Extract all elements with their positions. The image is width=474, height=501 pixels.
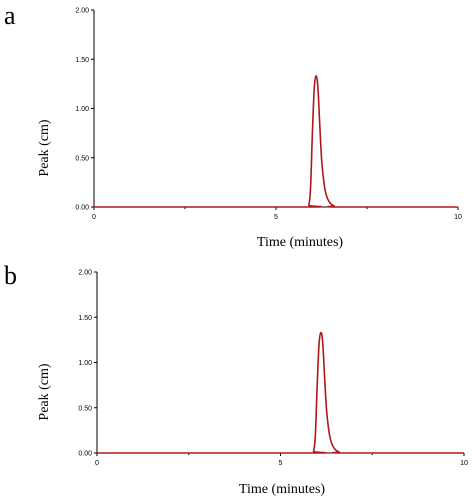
panel-label: a xyxy=(4,1,16,30)
chart-panel-b: b 0.00 0.50 1.00 1.50 2.00 0 5 10 Time (minutes… xyxy=(4,261,468,497)
y-tick-label: 2.00 xyxy=(78,270,92,277)
y-tick-label: 1.50 xyxy=(78,315,92,322)
x-tick-label: 10 xyxy=(460,460,468,467)
tick-group: 0.00 0.50 1.00 1.50 2.00 0 5 10 xyxy=(78,270,468,468)
x-tick-label: 0 xyxy=(95,460,99,467)
x-tick-label: 10 xyxy=(454,214,462,221)
x-axis-label: Time (minutes) xyxy=(239,482,326,497)
tick-group: 0.00 0.50 1.00 1.50 2.00 0 5 10 xyxy=(75,8,462,222)
y-tick-label: 2.00 xyxy=(75,8,89,15)
x-tick-label: 5 xyxy=(274,214,278,221)
y-tick-label: 1.00 xyxy=(75,106,89,113)
series-line xyxy=(93,75,458,208)
y-tick-label: 1.50 xyxy=(75,57,89,64)
y-axis-label: Peak (cm) xyxy=(37,363,52,420)
panel-label: b xyxy=(4,261,17,290)
series-line xyxy=(97,331,464,454)
y-tick-label: 0.00 xyxy=(78,451,92,458)
y-tick-label: 1.00 xyxy=(78,360,92,367)
chart-panel-a: a 0.00 0.50 1.00 1.50 2.00 0 5 10 Time (minutes… xyxy=(4,1,462,250)
y-tick-label: 0.50 xyxy=(75,155,89,162)
x-axis-label: Time (minutes) xyxy=(257,235,344,250)
y-axis-label: Peak (cm) xyxy=(37,119,52,176)
x-tick-label: 5 xyxy=(279,460,283,467)
y-tick-label: 0.50 xyxy=(78,405,92,412)
x-tick-label: 0 xyxy=(92,214,96,221)
y-tick-label: 0.00 xyxy=(75,205,89,212)
